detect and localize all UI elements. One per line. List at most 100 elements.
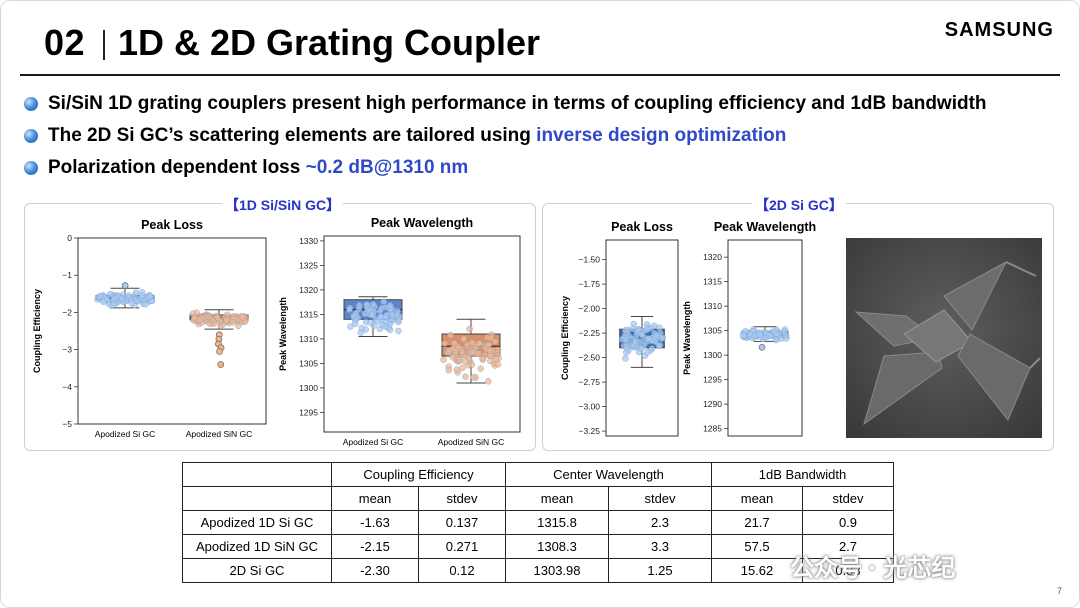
data-point [377,313,385,320]
table-subheader: stdev [608,486,712,511]
y-tick-label: 1320 [299,285,318,295]
data-point [468,361,476,368]
panel-1d-gc [24,203,536,451]
data-point [466,325,473,333]
data-point [110,301,118,308]
y-axis-label: Coupling Efficiency [560,296,570,380]
data-point [491,338,499,345]
y-tick-label: −2.25 [578,328,600,338]
table-corner-cell [182,462,332,487]
data-point [462,373,469,380]
y-axis-label: Peak Wavelength [682,301,692,375]
data-point [644,326,651,333]
y-tick-label: −3.00 [578,402,600,412]
bullet-list: Si/SiN 1D grating couplers present high … [24,88,987,184]
y-tick-label: −2.50 [578,353,600,363]
y-tick-label: 1300 [299,383,318,393]
data-point [453,366,460,373]
y-tick-label: 1315 [299,309,318,319]
data-point [380,298,388,305]
y-tick-label: −4 [62,382,72,392]
y-tick-label: −3 [62,345,72,355]
data-point [645,335,652,342]
data-point [369,301,377,308]
table-cell: 57.5 [711,534,803,559]
data-point [456,357,464,364]
data-point [740,332,747,339]
data-point [445,367,453,374]
table-subheader-row: mean stdev mean stdev mean stdev [182,486,894,511]
data-point [623,349,630,356]
data-point [644,348,651,356]
table-cell: 1308.3 [505,534,609,559]
y-tick-label: −1.50 [578,255,600,265]
data-point [387,302,394,309]
data-point [441,340,448,347]
data-point [469,348,477,356]
chart-2d-peak-loss: Peak Loss Coupling Efficiency −3.25 −3.00 −2… [560,220,679,437]
data-point [643,321,651,328]
data-point [142,301,149,308]
data-point [479,355,486,362]
table-group-header: Coupling Efficiency [331,462,506,487]
data-point [756,331,763,338]
table-row: 2D Si GC -2.30 0.12 1303.98 1.25 15.62 0… [182,558,894,583]
bullet-item: Si/SiN 1D grating couplers present high … [24,88,987,120]
x-tick-label: Apodized SiN GC [186,429,253,439]
chart-title: Peak Loss [611,220,673,234]
table-row-label: 2D Si GC [182,558,332,583]
table-cell: 0.271 [418,534,506,559]
title-divider [103,30,105,60]
data-point [214,314,221,322]
data-point [460,335,467,343]
chart-2d-peak-wavelength: Peak Wavelength Peak Wavelength 1285 1290 12… [682,220,816,437]
data-point [346,306,353,313]
x-tick-label: Apodized SiN GC [438,437,505,447]
table-subheader: mean [711,486,803,511]
bullet-text: The 2D Si GC’s scattering elements are t… [48,125,787,146]
data-point [625,332,633,339]
data-point [239,314,247,321]
table-corner-cell [182,486,332,511]
table-row-label: Apodized 1D SiN GC [182,534,332,559]
data-point [447,331,454,339]
table-cell: 15.62 [711,558,803,583]
data-point [487,357,494,365]
table-cell: 0.137 [418,510,506,535]
bullet-text: Polarization dependent loss ~0.2 dB@1310… [48,157,469,178]
data-point [459,364,466,371]
y-tick-label: 1310 [299,334,318,344]
data-point [389,311,396,318]
data-point [634,327,642,335]
chart-1d-peak-wavelength: Peak Wavelength Peak Wavelength 1295 1300 13… [278,216,521,447]
y-tick-label: −2 [62,307,72,317]
data-point [132,289,140,296]
data-point [459,348,466,355]
data-point [139,292,146,299]
data-point [783,335,790,342]
table-cell: 1.25 [608,558,712,583]
y-tick-label: −2.75 [578,377,600,387]
table-group-header: 1dB Bandwidth [711,462,894,487]
data-point [96,292,104,300]
data-point [625,326,632,334]
x-tick-label: Apodized Si GC [343,437,403,447]
y-tick-label: 1290 [703,399,722,409]
plot-frame [605,239,679,437]
panel-label-1d: 【1D Si/SiN GC】 [222,195,344,215]
y-tick-label: −1.75 [578,279,600,289]
table-cell: 0.12 [418,558,506,583]
device-sem-image [846,238,1042,438]
data-point [468,339,476,346]
data-point [196,316,203,323]
outlier-point [216,348,223,355]
bullet-item: The 2D Si GC’s scattering elements are t… [24,120,987,152]
data-point [475,350,483,357]
bullet-text: Si/SiN 1D grating couplers present high … [48,93,987,114]
y-tick-label: 0 [67,233,72,243]
data-point [494,346,502,354]
table-header-row: Coupling Efficiency Center Wavelength 1d… [182,462,894,487]
data-point [100,298,107,305]
data-point [376,307,384,315]
data-point [146,293,154,300]
